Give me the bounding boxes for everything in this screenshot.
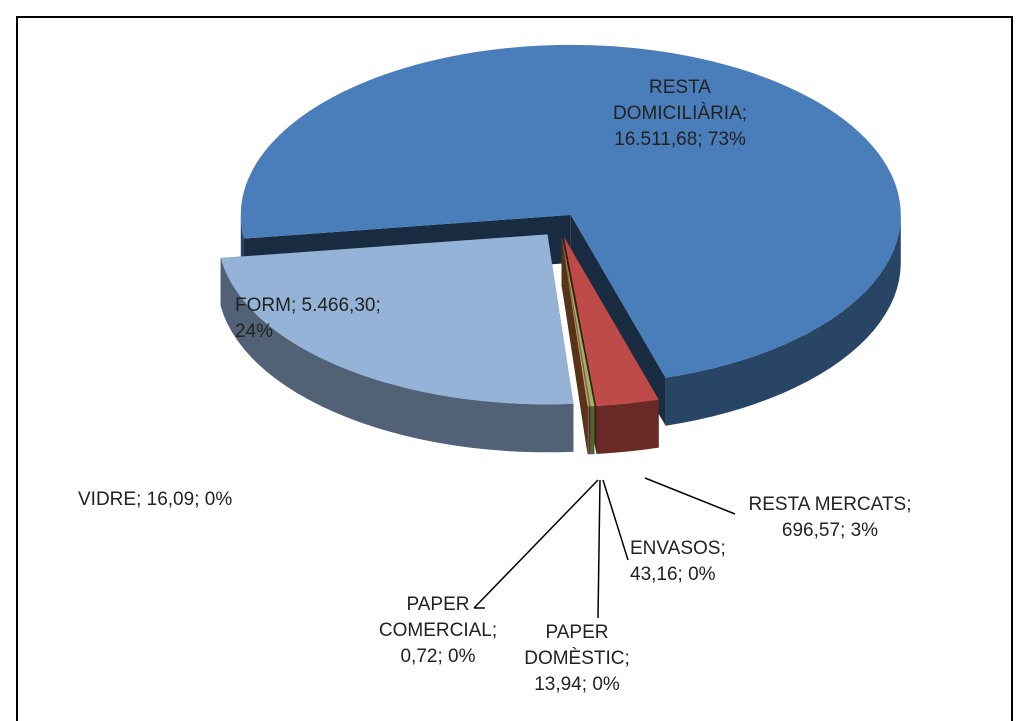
slice [561,236,591,407]
slice [561,236,595,407]
label-part: 16.511,68 [614,129,698,150]
label-part: ; [697,129,708,150]
label-part: ; [741,103,748,124]
label-part: 43,16 [630,564,678,585]
slice [220,234,574,405]
leader-line [602,479,629,561]
label-part: 73% [707,129,746,150]
data-label: RESTA DOMICILIÀRIA; 16.511,68; 73% [595,75,765,153]
label-part: ; [136,489,147,510]
label-part: 24% [235,321,274,342]
slice-rim [589,406,591,455]
label-part: ENVASOS [630,538,721,559]
label-part: 0% [448,646,476,667]
slice [240,44,901,378]
leader-line [644,477,736,515]
label-part: 13,94 [534,674,582,695]
data-label: ENVASOS; 43,16; 0% [630,536,740,588]
slice [563,236,659,406]
label-part: ; [437,646,449,667]
data-label: RESTA MERCATS; 696,57; 3% [740,492,920,544]
label-part: 0% [592,674,620,695]
slice-rim [220,258,574,453]
label-part: 696,57 [781,520,841,541]
label-part: ; [624,648,630,669]
label-part: ; [491,620,498,641]
label-part: ; [720,538,726,559]
label-part: ; [677,564,689,585]
data-label: FORM; 5.466,30; 24% [235,293,400,345]
data-label: VIDRE; 16,09; 0% [78,487,298,513]
label-part: ; [194,489,205,510]
label-part: RESTA DOMICILIÀRIA [612,77,742,124]
label-part: ; [906,494,912,515]
slice-rim [596,399,659,454]
label-part: ; [840,520,851,541]
label-part: ; [581,674,593,695]
label-part: 3% [850,520,879,541]
leader-line [597,479,601,619]
label-part: 16,09 [146,489,195,510]
slice-wall [561,236,588,455]
slice [561,236,590,407]
slice [561,236,590,407]
label-part: ; [375,295,381,316]
label-part: 0% [688,564,716,585]
slice-rim [590,406,595,455]
label-part: 0% [204,489,233,510]
slice-rim [587,406,590,455]
label-part: 5.466,30 [301,295,376,316]
label-part: FORM [235,295,291,316]
data-label: PAPER COMERCIAL; 0,72; 0% [378,592,498,670]
label-part: ; [290,295,302,316]
label-part: PAPER DOMÈSTIC [524,622,625,669]
label-part: RESTA MERCATS [748,494,907,515]
label-part: 0,72 [400,646,438,667]
data-label: PAPER DOMÈSTIC; 13,94; 0% [522,620,632,698]
leader-line [473,479,599,609]
chart-border [16,16,1013,721]
slice-tops [220,44,901,407]
slice-rim [665,214,901,426]
label-part: PAPER COMERCIAL [378,594,492,641]
label-part: VIDRE [78,489,137,510]
